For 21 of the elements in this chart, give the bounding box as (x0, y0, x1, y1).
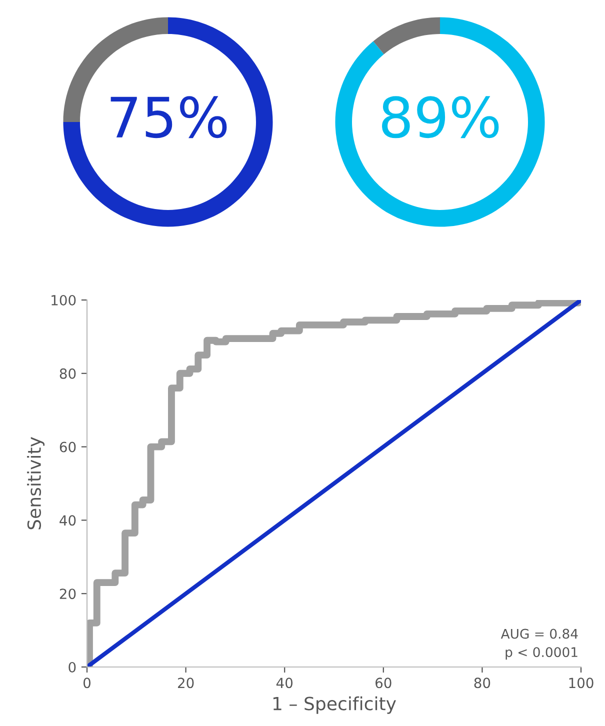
donut-slice (335, 17, 545, 227)
x-tick-label: 0 (83, 678, 90, 688)
donut-slice (373, 17, 440, 54)
x-tick-label: 40 (276, 678, 293, 688)
donut-slice (63, 17, 273, 227)
y-tick-label: 0 (68, 662, 76, 672)
y-tick-label: 100 (52, 294, 76, 306)
annotation: AUG = 0.84 (500, 628, 578, 639)
x-tick-label: 100 (569, 678, 594, 688)
data-label: 75% (110, 96, 227, 138)
x-tick-label: 80 (474, 678, 490, 688)
x-tick-label: 20 (178, 678, 194, 688)
y-axis-title: Sensitivity (27, 437, 45, 530)
x-axis-title: 1 – Specificity (273, 696, 396, 714)
y-tick-label: 20 (60, 588, 76, 600)
y-tick-label: 60 (60, 442, 76, 452)
data-label: 89% (382, 96, 499, 138)
y-tick-label: 40 (60, 515, 76, 526)
x-tick-label: 60 (376, 678, 392, 688)
annotation: p < 0.0001 (506, 647, 578, 660)
y-tick-label: 80 (60, 368, 76, 379)
